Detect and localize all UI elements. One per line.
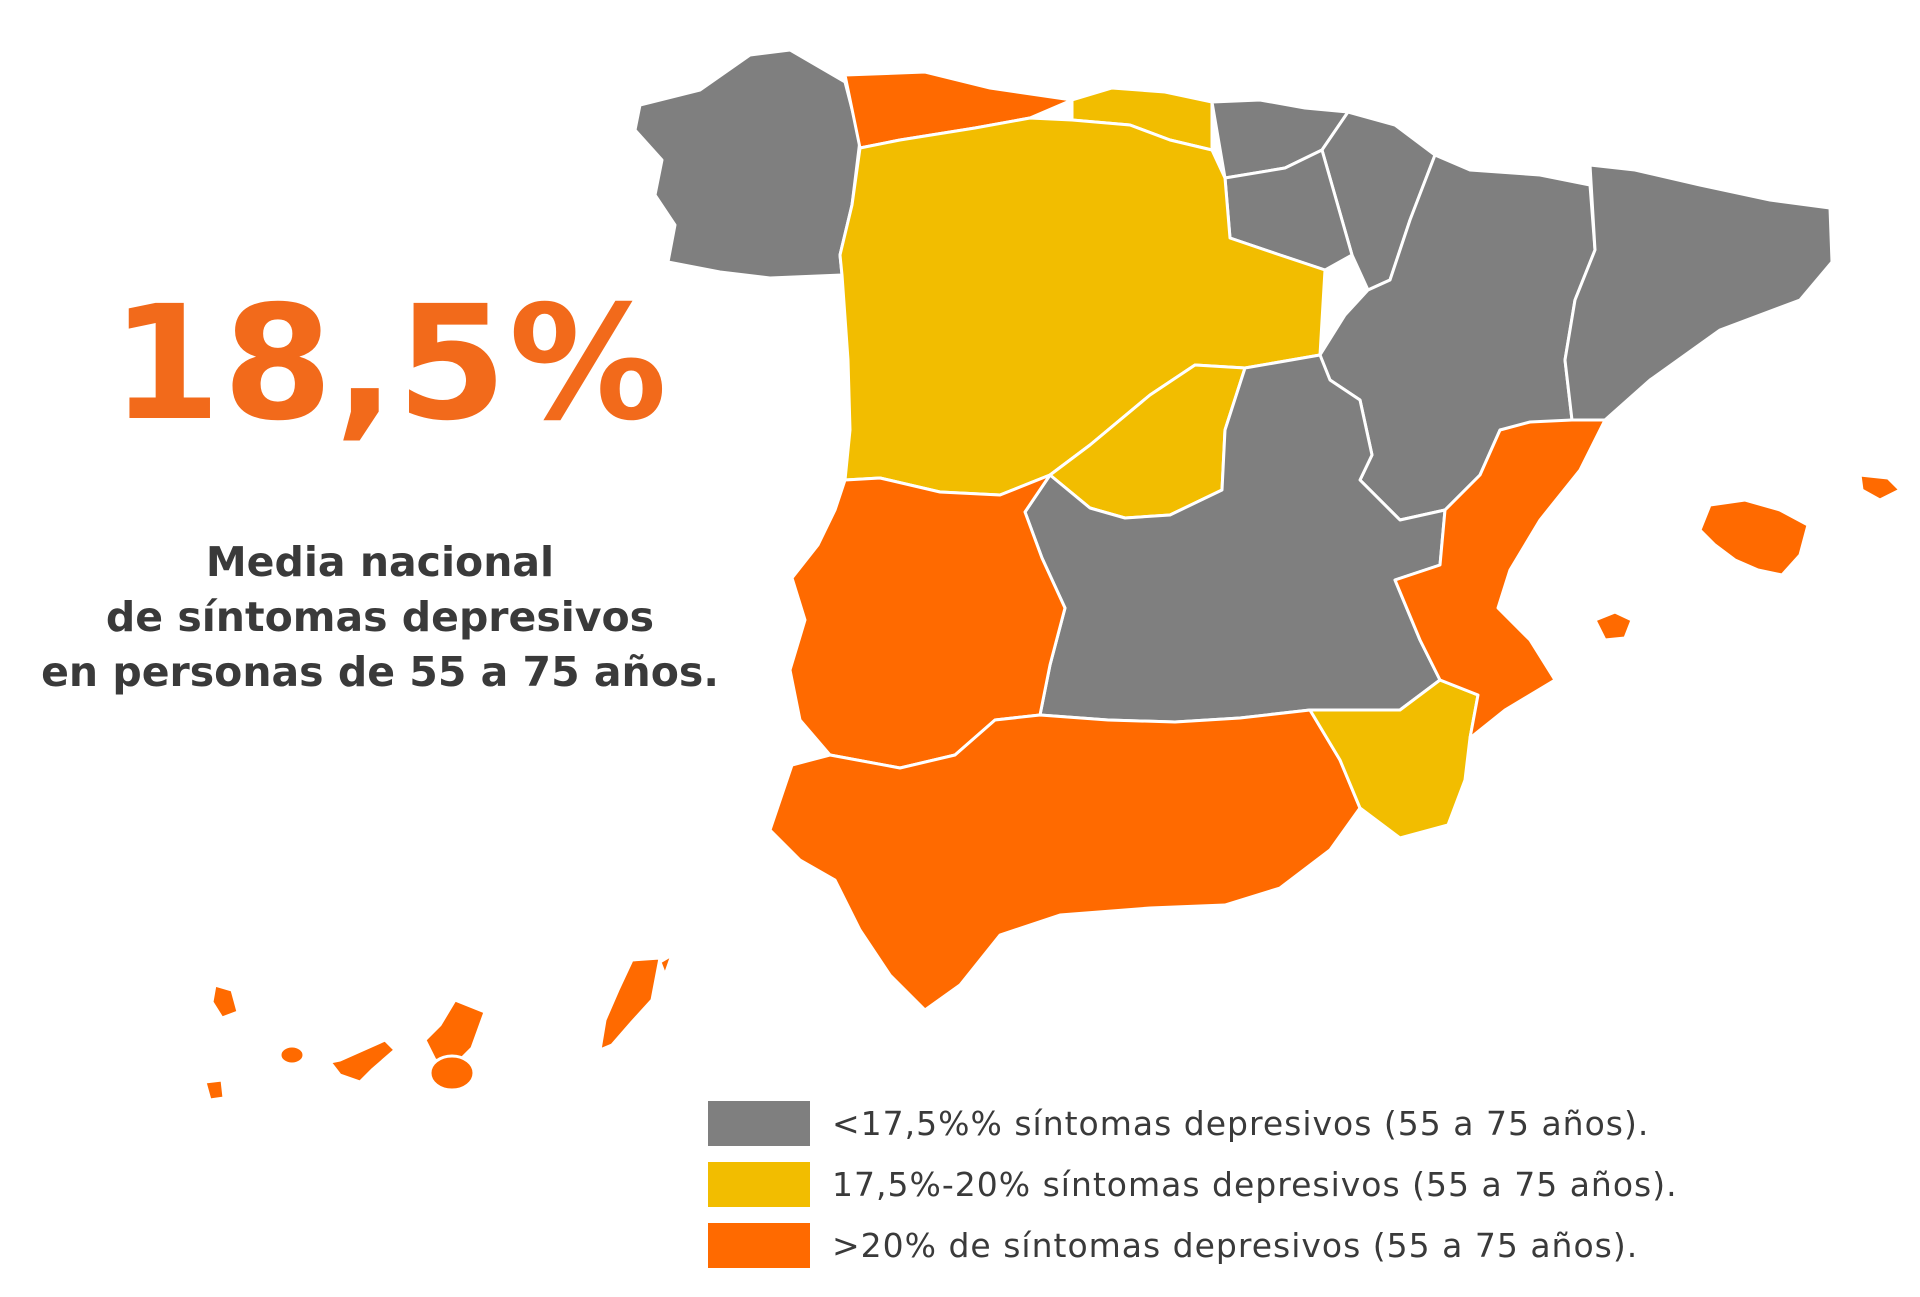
legend-item-high: >20% de síntomas depresivos (55 a 75 año… [708, 1215, 1678, 1276]
region-canarias [203, 953, 674, 1102]
legend-label-high: >20% de síntomas depresivos (55 a 75 año… [832, 1226, 1639, 1265]
region-comunidad-valenciana [1393, 418, 1607, 740]
national-average-caption: Media nacional de síntomas depresivos en… [0, 535, 760, 700]
legend-label-low: <17,5%% síntomas depresivos (55 a 75 año… [832, 1104, 1650, 1143]
legend-label-mid: 17,5%-20% síntomas depresivos (55 a 75 a… [832, 1165, 1678, 1204]
legend-swatch-mid [708, 1162, 810, 1207]
legend-item-mid: 17,5%-20% síntomas depresivos (55 a 75 a… [708, 1154, 1678, 1215]
caption-line-3: en personas de 55 a 75 años. [41, 648, 719, 696]
national-average-value: 18,5% [110, 272, 670, 456]
region-andalucia [768, 708, 1362, 1012]
legend: <17,5%% síntomas depresivos (55 a 75 año… [708, 1093, 1678, 1276]
caption-line-2: de síntomas depresivos [105, 593, 655, 641]
region-islas-baleares [1593, 473, 1902, 642]
region-galicia [633, 48, 862, 280]
legend-item-low: <17,5%% síntomas depresivos (55 a 75 año… [708, 1093, 1678, 1154]
region-catalunya [1563, 163, 1834, 422]
legend-swatch-low [708, 1101, 810, 1146]
caption-line-1: Media nacional [205, 538, 555, 586]
legend-swatch-high [708, 1223, 810, 1268]
